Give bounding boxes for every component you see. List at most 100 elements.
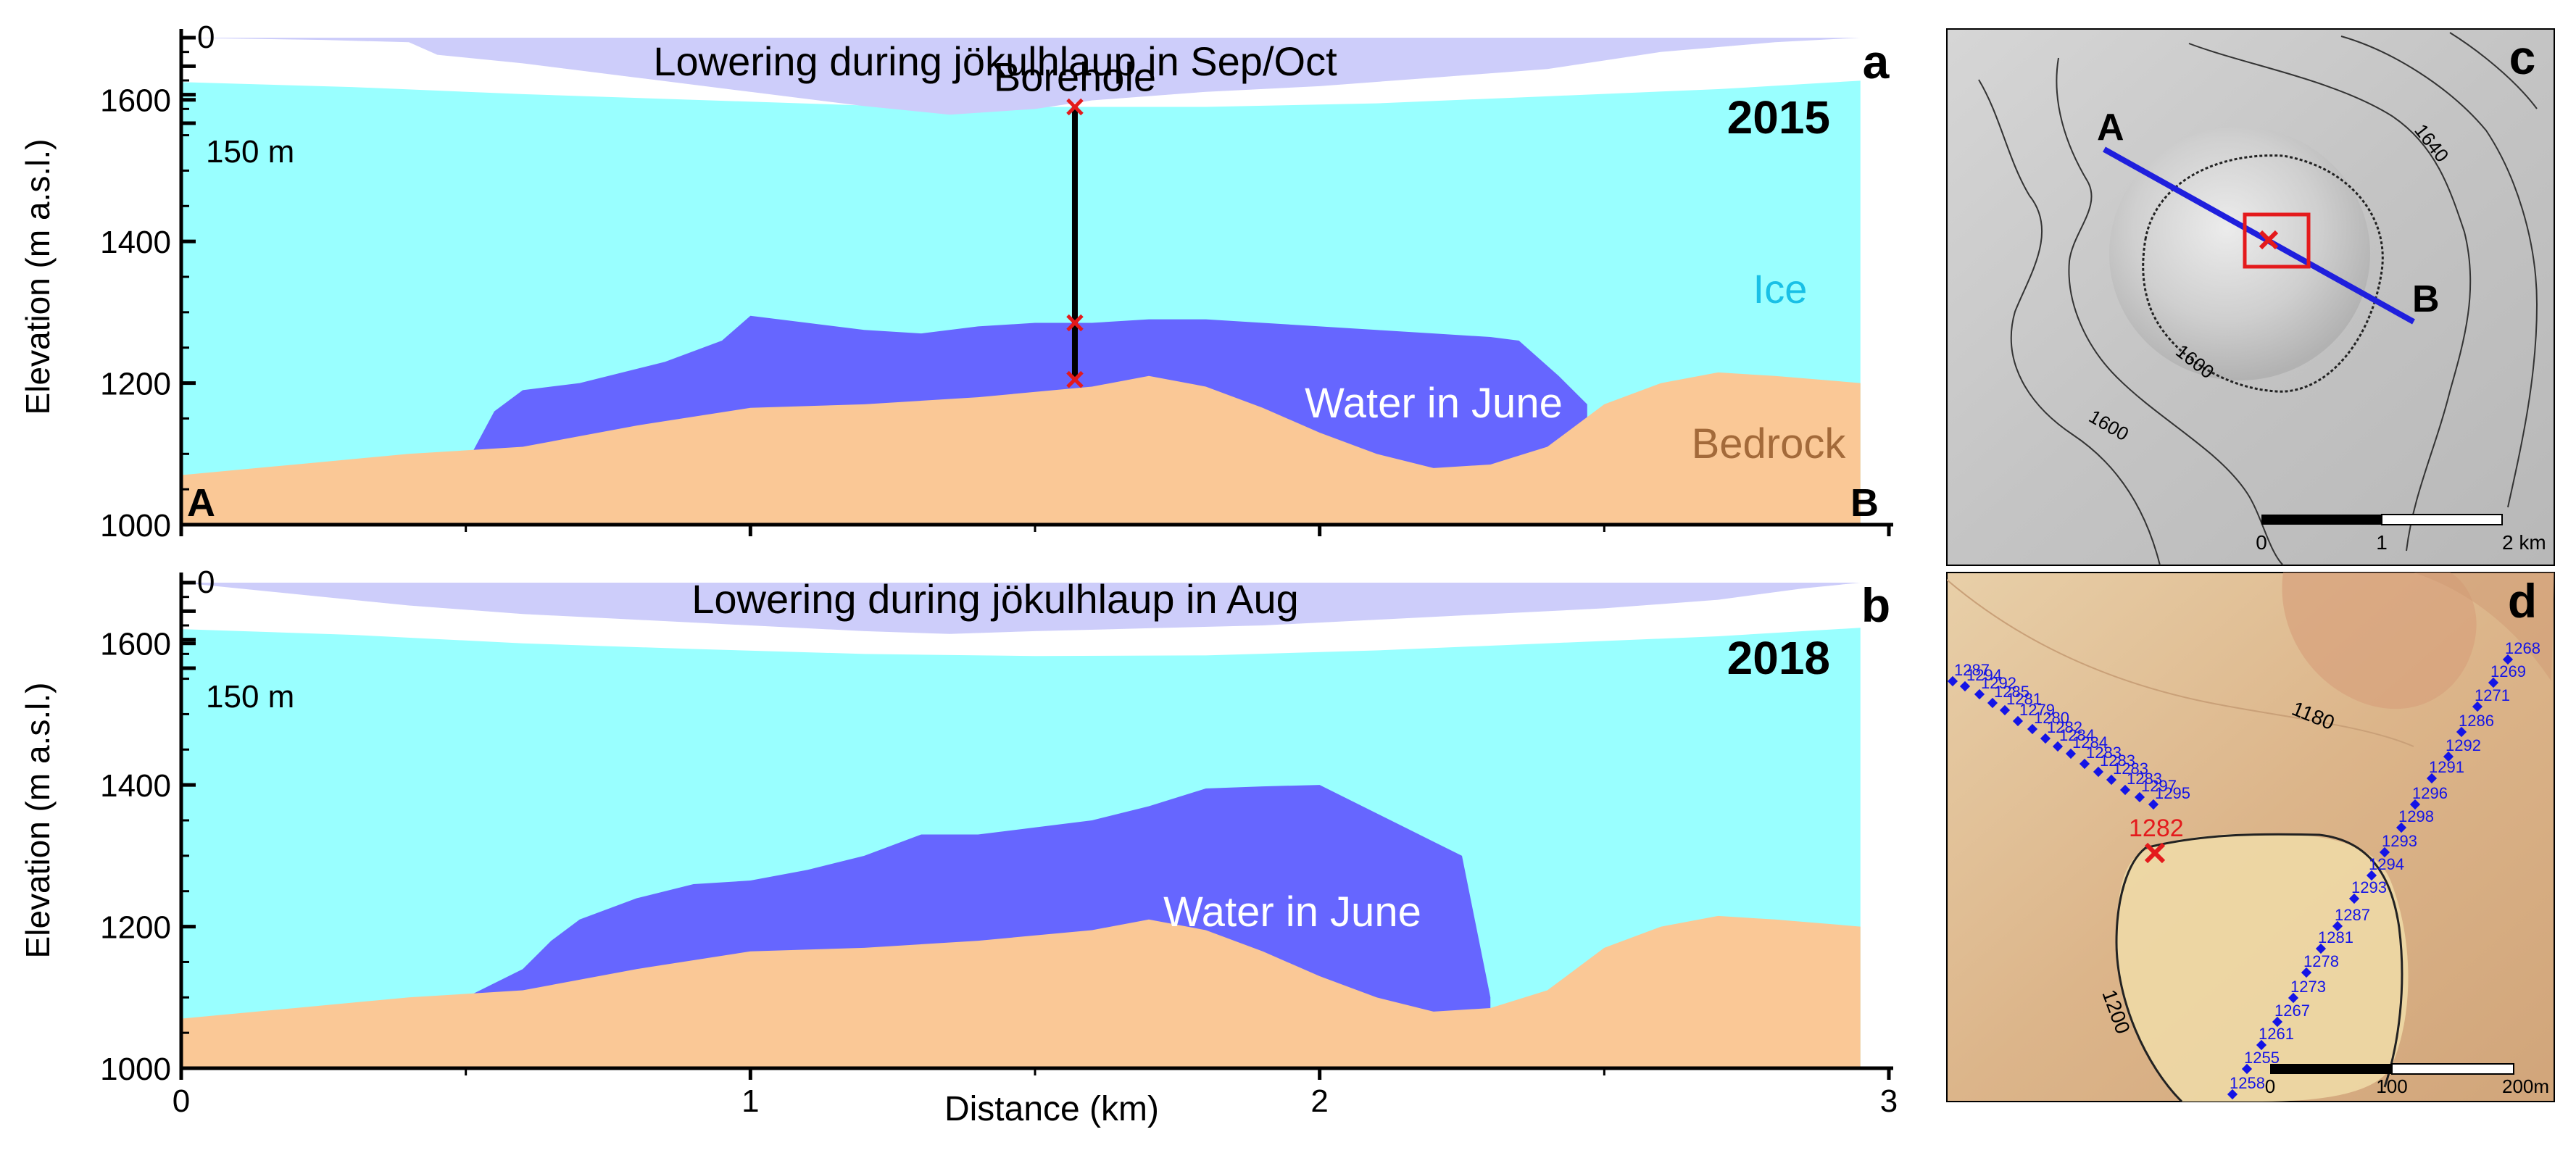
y-axis: 1000 1200 1400 1600 (100, 29, 196, 544)
profile-line (2103, 146, 2415, 325)
contour-line (2115, 833, 2403, 1102)
sounding-value: 1255 (2244, 1049, 2280, 1067)
x-tick-label: 1 (741, 1083, 759, 1119)
sounding-value: 1294 (1966, 666, 2002, 684)
lowering-scale-label: 150 m (206, 679, 294, 715)
sounding-value: 1269 (2490, 662, 2526, 680)
point-a-label: A (2097, 107, 2124, 149)
panel-d: 1180 1200 128712941292128512811279128012… (1946, 572, 2555, 1102)
panel-a: 1000 1200 1400 1600 0 150 m Elevation (m a.s… (19, 20, 1893, 544)
sounding-value: 1283 (2127, 770, 2162, 788)
lowering-scale-zero: 0 (197, 565, 215, 600)
sounding-value: 1268 (2505, 639, 2540, 657)
borehole-water-top-marker (1066, 314, 1084, 332)
sounding-value: 1287 (2335, 906, 2370, 924)
borehole-depth-label: 1282 (2129, 815, 2184, 842)
dome (2109, 127, 2370, 380)
sounding-value: 1282 (2047, 718, 2082, 736)
sounding-value: 1292 (1981, 674, 2016, 692)
borehole-label: Borehole (994, 54, 1156, 99)
scale-label: 200m (2502, 1075, 2549, 1097)
sounding-value: 1283 (2100, 752, 2135, 770)
borehole: Borehole (994, 54, 1156, 388)
sounding-value: 1292 (2446, 736, 2481, 754)
lowering-scale-zero: 0 (197, 20, 215, 55)
point-b-label: B (2412, 278, 2440, 320)
lowering-area (181, 583, 1861, 634)
contour-line (2056, 57, 2284, 565)
sounding-value: 1279 (2019, 701, 2055, 719)
sounding-value: 1273 (2290, 978, 2326, 996)
sounding-value: 1286 (2459, 712, 2494, 730)
borehole-top-marker (1066, 98, 1084, 116)
x-axis (179, 523, 1893, 536)
bedrock-area (181, 915, 1861, 1068)
sounding-value: 1285 (1994, 683, 2029, 701)
upland-area (2282, 573, 2477, 709)
lowering-scale: 0 150 m (181, 565, 294, 715)
water-label: Water in June (1163, 888, 1421, 936)
x-tick-label: 2 (1310, 1083, 1328, 1119)
upland-area (2414, 573, 2554, 681)
contour-line (1947, 579, 2414, 747)
panel-letter: a (1863, 35, 1890, 88)
y-tick-label: 1000 (100, 1052, 171, 1087)
sounding-value: 1295 (2155, 784, 2190, 802)
panel-b: 1000 1200 1400 1600 0 1 2 3 0 150 m Elevation (… (19, 565, 1898, 1128)
x-tick-label: 0 (173, 1083, 190, 1119)
borehole-bottom-marker (1066, 370, 1084, 388)
panel-letter: d (2508, 574, 2537, 628)
sounding-value: 1267 (2274, 1002, 2310, 1020)
zoom-box (2243, 212, 2311, 269)
y-axis: 1000 1200 1400 1600 (100, 573, 196, 1087)
contour-line (2188, 43, 2472, 551)
water-label: Water in June (1305, 380, 1563, 427)
y-tick-label: 1600 (100, 627, 171, 662)
y-tick-label: 1600 (100, 83, 171, 119)
sounding-value: 1283 (2086, 744, 2122, 762)
contour-line (2449, 32, 2538, 109)
sounding-value: 1293 (2382, 832, 2417, 850)
lowering-area (181, 38, 1861, 115)
sounding-value: 1261 (2259, 1025, 2294, 1043)
y-tick-label: 1200 (100, 910, 171, 946)
year-label: 2015 (1727, 91, 1830, 143)
sounding-value: 1278 (2303, 952, 2339, 970)
scale-bar: 0 100 200m (2265, 1063, 2549, 1097)
panel-letter: b (1861, 578, 1890, 632)
contour-line (2340, 36, 2538, 508)
profile-end-label: B (1850, 481, 1879, 525)
x-axis-label: Distance (km) (944, 1090, 1159, 1128)
scale-label: 0 (2256, 531, 2267, 554)
sounding-value: 1291 (2429, 758, 2464, 776)
y-axis-label: Elevation (m a.s.l.) (19, 139, 57, 415)
bedrock-label: Bedrock (1692, 420, 1847, 467)
year-label: 2018 (1727, 632, 1830, 684)
scale-label: 0 (2265, 1075, 2275, 1097)
sounding-value: 1283 (2113, 759, 2148, 778)
y-axis-label: Elevation (m a.s.l.) (19, 683, 57, 959)
sounding-value: 1258 (2230, 1074, 2265, 1092)
lake-area (2116, 833, 2409, 1102)
sounding-value: 1297 (2141, 777, 2177, 795)
sounding-value: 1287 (1954, 661, 1990, 679)
borehole-marker (2259, 230, 2279, 250)
sounding-value: 1280 (2034, 709, 2069, 727)
x-tick-label: 3 (1880, 1083, 1898, 1119)
contour-line (1978, 79, 2161, 565)
scale-label: 2 km (2502, 531, 2546, 554)
ice-label: Ice (1753, 266, 1808, 312)
panel-letter: c (2509, 30, 2536, 84)
sounding-value: 1296 (2412, 784, 2448, 802)
sounding-value: 1298 (2398, 807, 2434, 825)
scale-label: 1 (2376, 531, 2388, 554)
sounding-value: 1284 (2072, 733, 2108, 752)
sounding-value: 1284 (2059, 726, 2095, 744)
sounding-value: 1281 (2318, 928, 2353, 946)
y-tick-label: 1000 (100, 508, 171, 544)
scale-label: 100 (2376, 1075, 2407, 1097)
sounding-value: 1294 (2369, 855, 2404, 873)
borehole-marker (2144, 842, 2166, 864)
sounding-value: 1293 (2351, 878, 2387, 896)
